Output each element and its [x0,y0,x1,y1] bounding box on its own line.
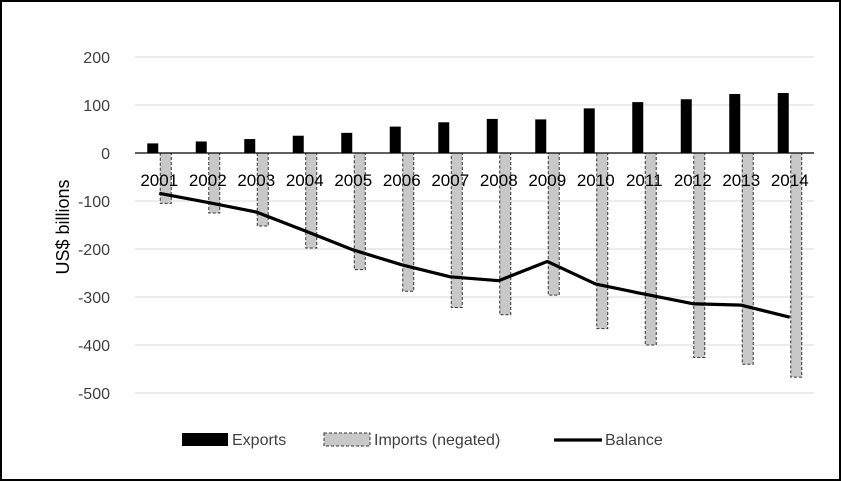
exports-bar [729,93,741,153]
category-labels: 2001 2002 2003 2004 2005 2006 2007 2008 2009 2010… [140,171,808,190]
category-label: 2001 [140,171,178,190]
exports-bar [486,118,498,153]
y-tick-label: 200 [83,50,110,67]
exports-bar [292,135,304,153]
category-label: 2006 [383,171,421,190]
category-label: 2008 [480,171,518,190]
exports-bar [244,139,256,153]
legend: Exports Imports (negated) Balance [182,432,663,449]
category-label: 2005 [334,171,372,190]
exports-bar [341,132,353,153]
y-tick-label: -300 [78,290,110,307]
category-label: 2004 [286,171,324,190]
category-label: 2003 [237,171,275,190]
y-tick-label: -100 [78,194,110,211]
gridlines [135,56,814,394]
y-tick-label: -200 [78,242,110,259]
y-tick-labels: 200 100 0 -100 -200 -300 -400 -500 [78,50,110,403]
category-label: 2007 [431,171,469,190]
y-axis-label: US$ billions [53,179,73,274]
exports-bar [777,93,789,153]
legend-exports-label: Exports [232,432,286,449]
y-tick-label: 0 [101,146,110,163]
category-label: 2014 [771,171,809,190]
category-label: 2010 [577,171,615,190]
exports-bar [632,102,644,153]
balance-line-group [158,191,791,319]
legend-exports-swatch [182,433,228,446]
exports-bar [680,99,692,153]
category-label: 2009 [528,171,566,190]
y-tick-label: -400 [78,338,110,355]
y-tick-label: -500 [78,386,110,403]
legend-imports-swatch [323,432,371,447]
legend-balance-label: Balance [605,432,663,449]
imports-bars [159,152,803,378]
exports-bar [438,122,450,153]
exports-bar [195,141,207,153]
exports-bars [147,93,789,153]
category-label: 2013 [722,171,760,190]
category-label: 2012 [674,171,712,190]
balance-line [158,191,791,319]
legend-imports-label: Imports (negated) [374,432,500,449]
category-label: 2011 [626,171,663,190]
exports-bar [535,119,547,153]
y-tick-label: 100 [83,98,110,115]
category-label: 2002 [189,171,227,190]
exports-bar [147,143,159,153]
exports-bar [389,126,401,153]
exports-bar [583,108,595,153]
